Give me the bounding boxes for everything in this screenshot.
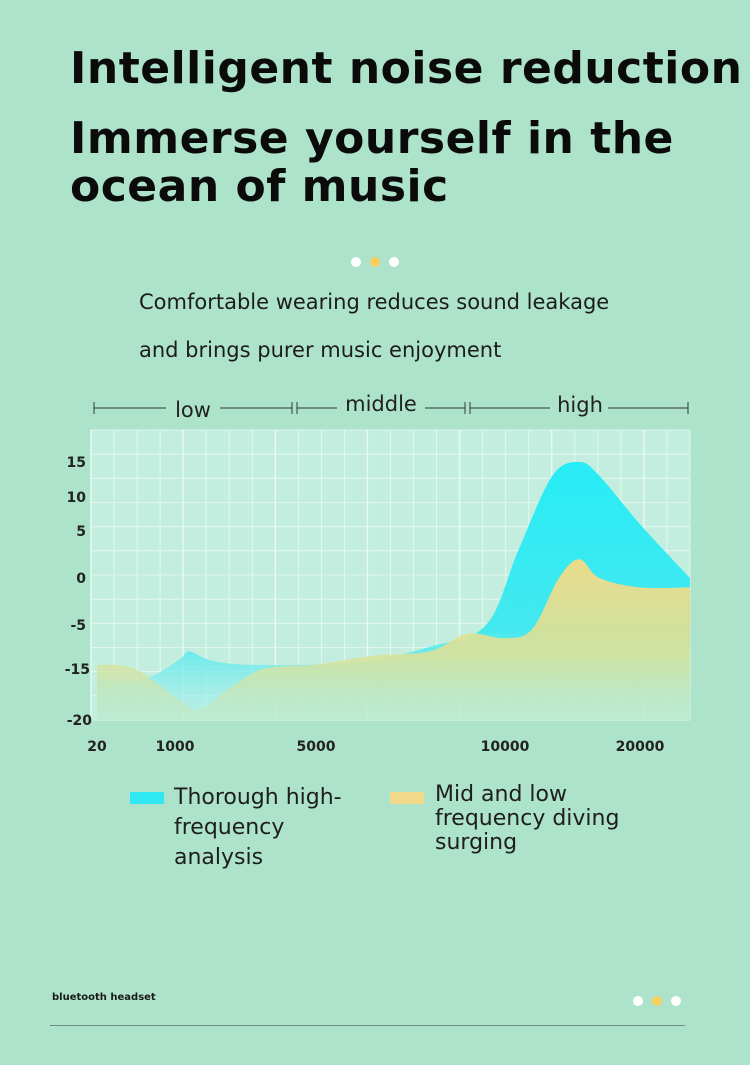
y-tick-label: -15 [65, 662, 90, 678]
x-tick-label: 20 [87, 739, 107, 755]
decorative-dots-top [351, 257, 399, 267]
x-tick-label: 1000 [156, 739, 195, 755]
y-tick-label: 0 [76, 571, 86, 587]
y-tick-label: 15 [67, 455, 86, 471]
y-tick-label: -5 [70, 618, 86, 634]
y-axis-ticks: 15 10 5 0 -5 -15 -20 [65, 455, 93, 729]
legend-label-mid-low-frequency: Mid and low frequency diving surging [435, 782, 620, 855]
dot-icon [389, 257, 399, 267]
dot-icon [633, 996, 643, 1006]
dot-icon [351, 257, 361, 267]
band-label-middle: middle [345, 392, 417, 416]
y-tick-label: 10 [67, 490, 87, 506]
band-label-high: high [557, 393, 603, 417]
title-line-1: Intelligent noise reduction [70, 43, 743, 94]
decorative-dots-bottom [633, 996, 681, 1006]
x-tick-label: 10000 [481, 739, 530, 755]
dot-icon [652, 996, 662, 1006]
x-tick-label: 20000 [616, 739, 665, 755]
title-line-2: Immerse yourself in the ocean of music [70, 113, 674, 212]
band-high: high [469, 393, 689, 417]
dot-icon [370, 257, 380, 267]
dot-icon [671, 996, 681, 1006]
x-tick-label: 5000 [297, 739, 336, 755]
y-tick-label: -20 [67, 713, 93, 729]
x-axis-ticks: 20 1000 5000 10000 20000 [87, 739, 664, 755]
footer-divider [50, 1025, 685, 1026]
description-line-1: Comfortable wearing reduces sound leakag… [139, 290, 610, 314]
legend-swatch-high-frequency [130, 792, 164, 804]
band-label-low: low [175, 398, 211, 422]
legend-swatch-mid-low-frequency [390, 792, 424, 804]
y-tick-label: 5 [76, 524, 86, 540]
legend-label-high-frequency: Thorough high-frequency analysis [174, 785, 342, 870]
frequency-chart: low middle high 15 10 5 0 -5 -15 -20 20 … [65, 392, 691, 755]
band-low: low [93, 398, 293, 422]
description-line-2: and brings purer music enjoyment [139, 338, 502, 362]
series-mid-low-frequency-area [97, 559, 690, 720]
band-middle: middle [296, 392, 466, 416]
footer-label: bluetooth headset [52, 992, 156, 1003]
